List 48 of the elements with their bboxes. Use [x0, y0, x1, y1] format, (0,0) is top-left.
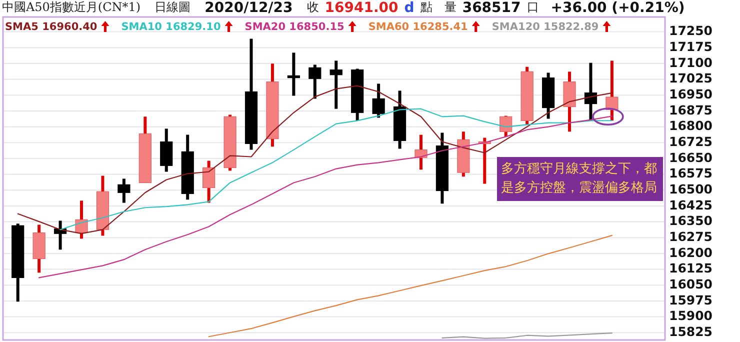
chart-title: 中國A50指數近月(CN*1) [2, 0, 141, 14]
y-tick-label: 16875 [669, 102, 712, 118]
y-tick-label: 15900 [669, 308, 713, 324]
y-tick-label: 16200 [669, 244, 713, 260]
y-tick-label: 16350 [669, 213, 713, 228]
y-tick-label: 16800 [669, 118, 713, 134]
candlestick [414, 134, 428, 170]
y-tick-label: 16950 [669, 86, 713, 102]
text: SMA10 16829.10 [121, 20, 221, 33]
y-tick-label: 17025 [669, 70, 712, 86]
text: 量 [444, 0, 456, 14]
text: 口 [526, 0, 539, 14]
candlestick [308, 64, 322, 99]
text: SMA60 16285.41 [368, 20, 468, 33]
text: d [404, 0, 414, 16]
text: +36.00 (+0.21%) [550, 0, 685, 16]
y-tick-label: 16650 [669, 150, 713, 165]
y-tick-label: 15975 [669, 292, 712, 308]
text: 16941.00 [324, 0, 399, 16]
chart-subtitle: 日線圖 [154, 0, 191, 14]
candlestick [500, 116, 512, 137]
line-series [208, 234, 613, 338]
candlestick [330, 60, 342, 109]
candlestick [287, 52, 300, 96]
text: 收 [306, 0, 319, 14]
candlestick [606, 60, 618, 121]
text: 2020/12/23 [204, 0, 293, 16]
text: 368517 [462, 0, 521, 16]
y-tick-label: 16575 [669, 166, 712, 181]
candlestick [160, 128, 173, 172]
y-tick-label: 16275 [669, 229, 712, 244]
text: SMA20 16850.15 [244, 20, 344, 33]
text: SMA120 15822.89 [492, 20, 599, 33]
y-tick-label: 15825 [669, 324, 712, 340]
y-tick-label: 16125 [669, 260, 712, 276]
y-tick-label: 16500 [669, 182, 713, 197]
annotation: 多方穩守月線支撐之下，都是多方控盤，震盪偏多格局 [501, 160, 657, 196]
candlestick [202, 160, 216, 203]
y-tick-label: 16050 [669, 276, 713, 292]
text: SMA5 16960.40 [5, 20, 98, 33]
y-tick-label: 16725 [669, 134, 712, 150]
y-tick-label: 17100 [669, 54, 713, 70]
text: 點 [419, 0, 432, 14]
candlestick [372, 84, 385, 118]
y-tick-label: 17250 [669, 23, 713, 38]
candlestick [118, 178, 130, 203]
y-tick-label: 16425 [669, 197, 712, 212]
y-tick-label: 17175 [669, 39, 712, 54]
